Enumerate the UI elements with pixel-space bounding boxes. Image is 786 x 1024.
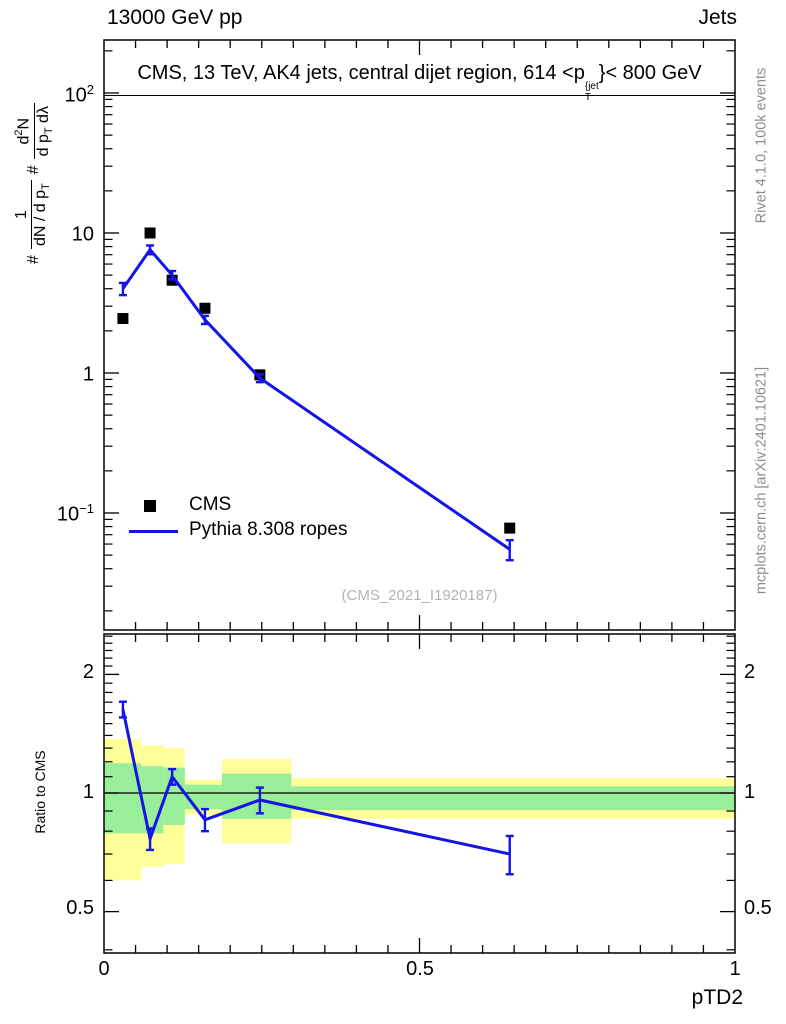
cms-data-point [117,313,129,325]
ratio-ytick-2-left: 2 [82,661,94,683]
ytick-1e-1: 10−1 [56,501,94,526]
cms-data-point [144,227,156,239]
ratio-curve [121,709,511,856]
pt-superscript: {jet [584,81,599,92]
pythia-curve [121,247,511,551]
plot-title-tail: }< 800 GeV [598,62,702,84]
ratio-ytick-2-right: 2 [744,661,756,683]
pt-supsub: {jet T [585,81,599,103]
uncertainty-band-green [291,786,735,811]
cms-data-point [199,302,211,314]
legend-square-marker [144,500,156,512]
beam-energy-label: 13000 GeV pp [107,6,243,29]
uncertainty-band-green [104,763,142,834]
legend-line-marker [129,530,178,533]
ytick-1e0: 1 [82,363,94,386]
plot-title-text: CMS, 13 TeV, AK4 jets, central dijet reg… [137,62,585,84]
xtick-0: 0 [98,958,110,980]
fraction-one-over-dndpt: 1 dN / d pT [12,180,55,250]
plot-title: CMS, 13 TeV, AK4 jets, central dijet reg… [104,56,735,103]
pt-subscript: T [584,92,591,103]
x-axis-label: pTD2 [691,986,743,1009]
ytick-1e2: 102 [64,82,94,107]
ratio-y-axis-label: Ratio to CMS [32,750,48,834]
fraction-d2n: d2N d pT dλ [10,103,58,160]
process-label: Jets [698,6,737,29]
uncertainty-band-green [184,784,222,810]
ratio-ytick-05-right: 0.5 [744,897,772,919]
uncertainty-band-green [221,773,292,819]
legend-label-pythia: Pythia 8.308 ropes [189,519,348,540]
xtick-1: 1 [729,958,741,980]
analysis-id-watermark: (CMS_2021_I1920187) [341,587,498,604]
ratio-ytick-1-right: 1 [744,781,756,803]
main-panel-frame [103,39,736,631]
uncertainty-band-green [163,767,185,825]
rivet-version-note: Rivet 4.1.0, 100k events [753,67,770,224]
hash-symbol: # [25,255,42,264]
mcplots-arxiv-note: mcplots.cern.ch [arXiv:2401.10621] [753,366,770,595]
xtick-05: 0.5 [406,958,434,980]
ratio-ytick-1-left: 1 [82,781,94,803]
cms-data-point [504,522,516,534]
y-axis-label: # 1 dN / d pT # d2N d pT dλ [3,40,65,330]
ytick-1e1: 10 [71,223,94,246]
legend-label-cms: CMS [189,494,232,515]
uncertainty-band-green [141,766,164,834]
ratio-ytick-05-left: 0.5 [66,897,94,919]
hash-symbol: # [25,165,42,175]
